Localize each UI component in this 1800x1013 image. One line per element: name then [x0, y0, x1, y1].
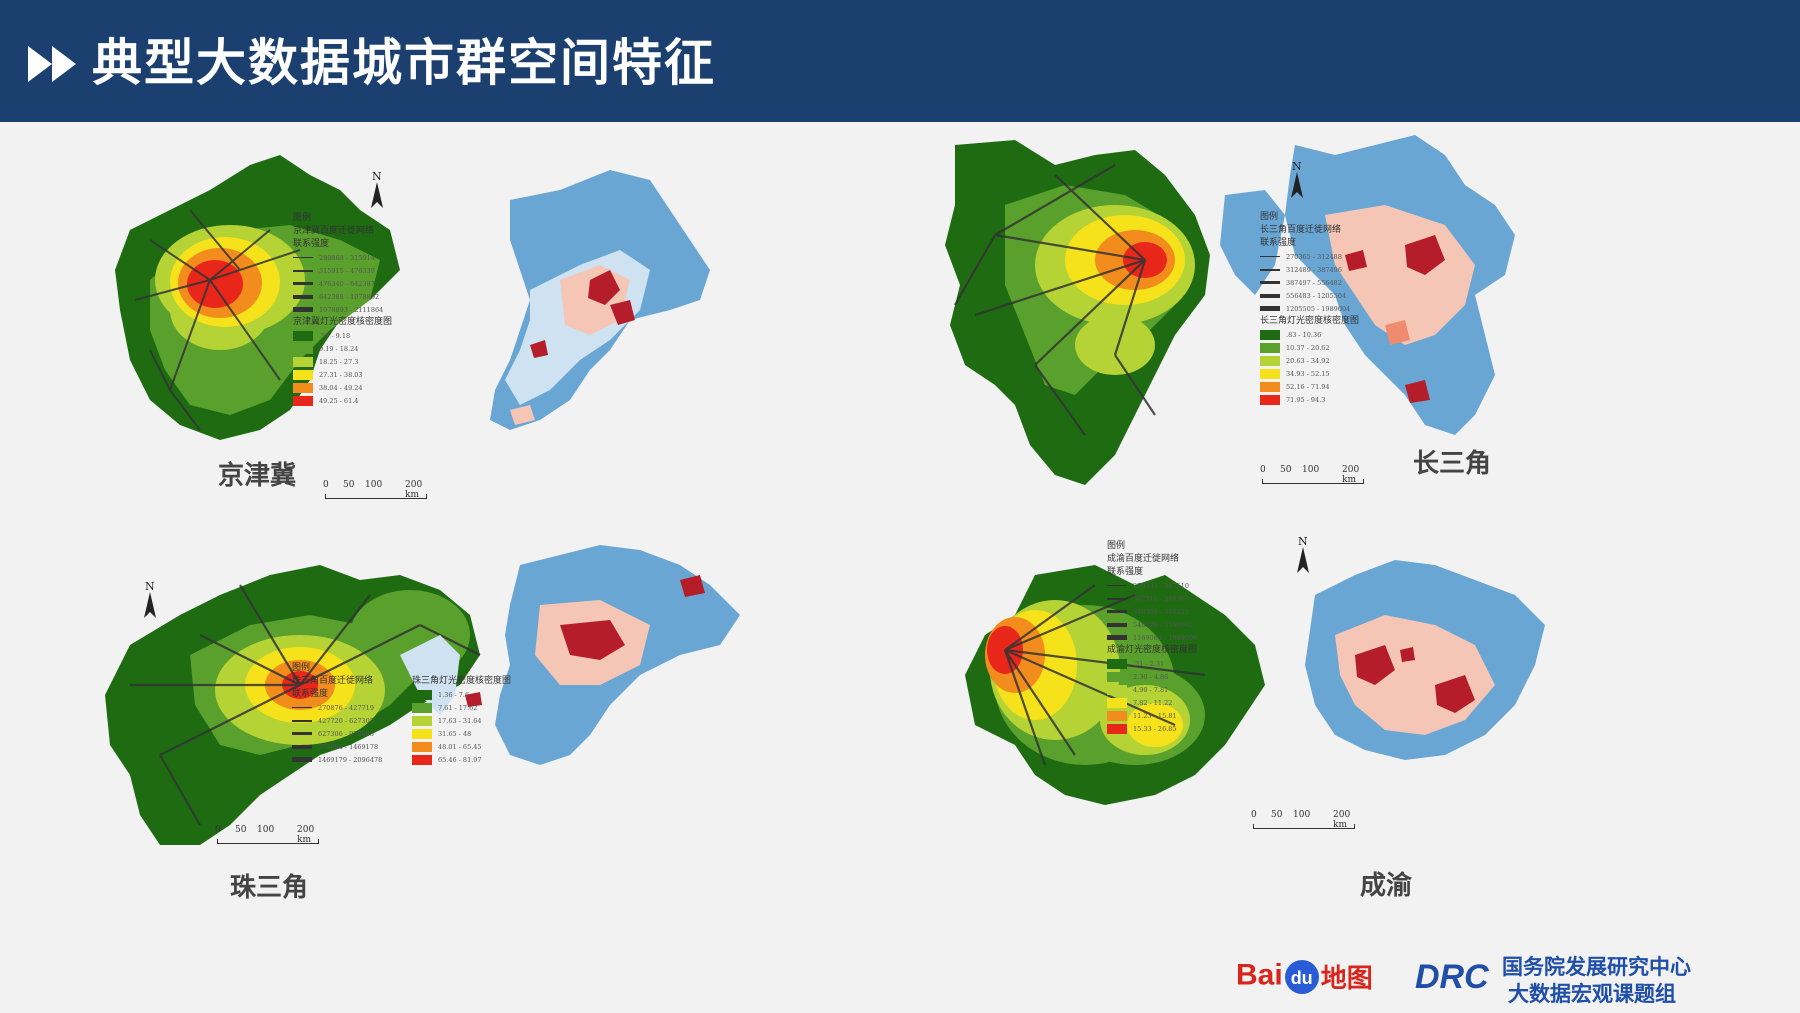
network-row: 315915 - 476339 — [293, 264, 392, 277]
legend-title: 图例 — [293, 213, 312, 223]
network-subtitle: 联系强度 — [293, 239, 330, 249]
network-row: 546226 - 1169062 — [1107, 618, 1197, 631]
density-row: 17.63 - 31.64 — [412, 714, 511, 727]
network-subtitle: 联系强度 — [1260, 238, 1297, 248]
region-label: 珠三角 — [230, 873, 309, 903]
panel-jingjinji: 图例 京津冀百度迁徙网络 联系强度 280868 - 315914 315915… — [110, 150, 730, 520]
choropleth-map-chengyu — [1305, 560, 1545, 760]
density-row: 49.25 - 61.4 — [293, 394, 392, 407]
baidu-map-logo: Bai du 地图 — [1236, 958, 1373, 994]
network-row: 387497 - 556482 — [1260, 276, 1359, 289]
density-row: 7.61 - 17.62 — [412, 701, 511, 714]
choropleth-map-jingjinji — [490, 170, 710, 430]
legend-title: 图例 — [1107, 541, 1126, 551]
density-row: 2.36 - 4.86 — [1107, 670, 1197, 683]
network-title: 长三角百度迁徙网络 — [1260, 225, 1342, 235]
network-row: 1078893 - 2111864 — [293, 303, 392, 316]
region-label: 成渝 — [1360, 871, 1413, 901]
organization-name: 国务院发展研究中心 大数据宏观课题组 — [1502, 955, 1691, 1006]
density-row: 71.95 - 94.3 — [1260, 393, 1359, 406]
panel-zhusanjiao: 图例 珠三角百度迁徙网络 联系强度 270876 - 427719 427720… — [100, 545, 820, 905]
drc-logo: DRC — [1415, 958, 1489, 996]
network-row: 270333 - 367510 — [1107, 579, 1197, 592]
legend-changsanjiao: 图例 长三角百度迁徙网络 联系强度 270365 - 312488 312489… — [1260, 211, 1359, 406]
baidu-paw-icon: du — [1284, 959, 1319, 994]
density-row: .59 - 9.18 — [293, 329, 392, 342]
density-row: 4.90 - 7.81 — [1107, 683, 1197, 696]
network-row: 476340 - 642387 — [293, 277, 392, 290]
region-label: 长三角 — [1413, 449, 1492, 479]
density-title: 成渝灯光密度核密度图 — [1107, 645, 1198, 655]
legend-chengyu: 图例 成渝百度迁徙网络 联系强度 270333 - 367510 367511 … — [1107, 540, 1197, 735]
network-subtitle: 联系强度 — [292, 689, 329, 699]
network-subtitle: 联系强度 — [1107, 567, 1144, 577]
fast-forward-icon — [28, 46, 76, 82]
density-row: 1.36 - 7.6 — [412, 688, 511, 701]
network-row: 1169063 - 1969006 — [1107, 631, 1197, 644]
network-row: 556483 - 1205504 — [1260, 289, 1359, 302]
page-title: 典型大数据城市群空间特征 — [92, 34, 716, 92]
density-row: 7.82 - 11.22 — [1107, 696, 1197, 709]
network-row: 978084 - 1469178 — [292, 740, 382, 753]
density-row: .83 - 10.36 — [1260, 328, 1359, 341]
network-row: 367511 - 346307 — [1107, 592, 1197, 605]
density-row: 27.31 - 38.03 — [293, 368, 392, 381]
network-title: 成渝百度迁徙网络 — [1107, 554, 1180, 564]
legend-jingjinji: 图例 京津冀百度迁徙网络 联系强度 280868 - 315914 315915… — [293, 212, 392, 407]
panel-changsanjiao: 图例 长三角百度迁徙网络 联系强度 270365 - 312488 312489… — [935, 135, 1695, 515]
density-title: 京津冀灯光密度核密度图 — [293, 317, 393, 327]
header-bar: 典型大数据城市群空间特征 — [0, 0, 1800, 122]
legend-zhusanjiao: 图例 珠三角百度迁徙网络 联系强度 270876 - 427719 427720… — [292, 662, 382, 766]
density-row: 34.93 - 52.15 — [1260, 367, 1359, 380]
density-row: 10.37 - 20.62 — [1260, 341, 1359, 354]
density-title: 珠三角灯光密度核密度图 — [412, 676, 512, 686]
density-row: 48.01 - 65.45 — [412, 740, 511, 753]
legend-title: 图例 — [292, 663, 311, 673]
density-map-jingjinji — [115, 155, 400, 440]
density-row: 31.65 - 48 — [412, 727, 511, 740]
north-arrow-icon: N — [367, 170, 387, 210]
north-arrow-icon: N — [140, 580, 160, 620]
density-row: 20.63 - 34.92 — [1260, 354, 1359, 367]
network-row: 280868 - 315914 — [293, 251, 392, 264]
network-title: 珠三角百度迁徙网络 — [292, 676, 374, 686]
network-row: 270365 - 312488 — [1260, 250, 1359, 263]
choropleth-map-zhusanjiao — [400, 545, 740, 765]
north-arrow-icon: N — [1293, 535, 1313, 575]
density-title: 长三角灯光密度核密度图 — [1260, 316, 1360, 326]
network-title: 京津冀百度迁徙网络 — [293, 226, 375, 236]
network-row: 642388 - 1078892 — [293, 290, 392, 303]
network-row: 1205505 - 1989004 — [1260, 302, 1359, 315]
density-map-changsanjiao — [945, 140, 1210, 485]
region-label: 京津冀 — [218, 461, 297, 491]
network-row: 346308 - 546225 — [1107, 605, 1197, 618]
network-row: 427720 - 627305 — [292, 714, 382, 727]
north-arrow-icon: N — [1287, 160, 1307, 200]
density-row: 18.25 - 27.3 — [293, 355, 392, 368]
panel-chengyu: 图例 成渝百度迁徙网络 联系强度 270333 - 367510 367511 … — [955, 535, 1735, 915]
density-row: 65.46 - 81.97 — [412, 753, 511, 766]
density-row: .21 - 2.31 — [1107, 657, 1197, 670]
density-legend-zhusanjiao: 珠三角灯光密度核密度图 1.36 - 7.6 7.61 - 17.62 17.6… — [412, 675, 511, 766]
network-row: 1469179 - 2096478 — [292, 753, 382, 766]
legend-title: 图例 — [1260, 212, 1279, 222]
density-row: 52.16 - 71.94 — [1260, 380, 1359, 393]
density-row: 15.33 - 26.85 — [1107, 722, 1197, 735]
density-row: 38.04 - 49.24 — [293, 381, 392, 394]
density-row: 11.23 - 15.81 — [1107, 709, 1197, 722]
network-row: 627306 - 978083 — [292, 727, 382, 740]
network-row: 270876 - 427719 — [292, 701, 382, 714]
network-row: 312489 - 387496 — [1260, 263, 1359, 276]
density-row: 9.19 - 18.24 — [293, 342, 392, 355]
